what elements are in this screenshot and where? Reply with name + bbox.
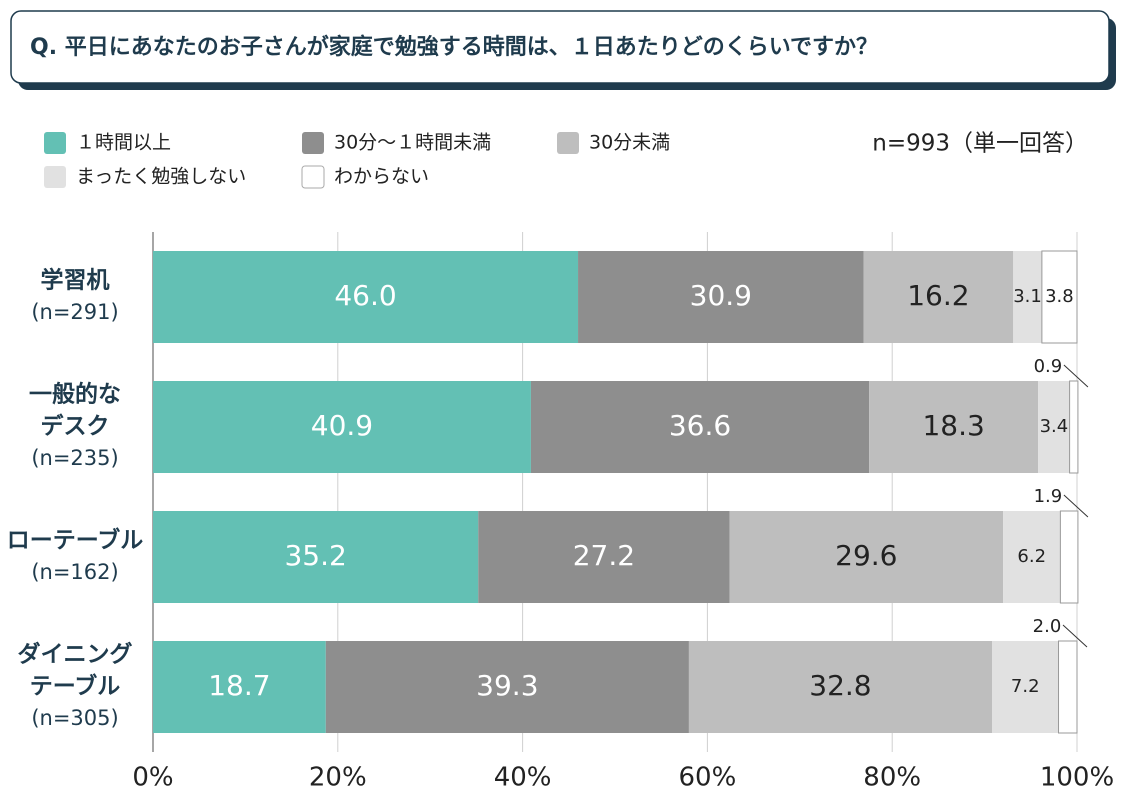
legend-swatch bbox=[557, 132, 579, 154]
x-tick-label: 100% bbox=[1040, 763, 1114, 793]
bar-segment bbox=[1038, 381, 1070, 473]
value-label: 27.2 bbox=[573, 539, 635, 572]
category-label: デスク bbox=[41, 413, 110, 440]
category-label: ローテーブル bbox=[7, 527, 144, 554]
value-label: 7.2 bbox=[1011, 676, 1040, 697]
bar-segment bbox=[688, 641, 992, 733]
bar-segment bbox=[578, 251, 864, 343]
legend-label: 30分未満 bbox=[589, 132, 670, 154]
value-label: 18.3 bbox=[922, 409, 984, 442]
value-label: 3.1 bbox=[1013, 286, 1042, 307]
category-n: (n=291) bbox=[31, 300, 118, 324]
legend-swatch bbox=[44, 166, 66, 188]
value-label: 6.2 bbox=[1017, 546, 1046, 567]
value-label: 18.7 bbox=[208, 669, 270, 702]
legend-swatch bbox=[44, 132, 66, 154]
legend-swatch bbox=[301, 165, 325, 189]
bar-segment bbox=[325, 641, 689, 733]
bar-segment bbox=[1058, 640, 1078, 734]
value-label: 36.6 bbox=[669, 409, 731, 442]
value-label: 3.8 bbox=[1045, 286, 1074, 307]
value-label: 30.9 bbox=[690, 279, 752, 312]
x-tick-label: 40% bbox=[494, 763, 552, 793]
value-label: 3.4 bbox=[1040, 416, 1069, 437]
bar-segment bbox=[530, 381, 870, 473]
value-label: 16.2 bbox=[907, 279, 969, 312]
legend-label: 30分～１時間未満 bbox=[334, 132, 491, 154]
leader-line bbox=[1062, 624, 1088, 648]
bar-segment bbox=[991, 641, 1059, 733]
value-label: 1.9 bbox=[1034, 486, 1063, 507]
value-label: 0.9 bbox=[1034, 356, 1063, 377]
bar-segment bbox=[153, 251, 579, 343]
category-label: テーブル bbox=[30, 673, 121, 700]
x-tick-label: 80% bbox=[863, 763, 921, 793]
bar-segment bbox=[1041, 250, 1078, 344]
value-label: 29.6 bbox=[835, 539, 897, 572]
value-label: 2.0 bbox=[1033, 616, 1062, 637]
category-n: (n=235) bbox=[31, 446, 118, 470]
bar-segment bbox=[729, 511, 1004, 603]
x-tick-label: 20% bbox=[309, 763, 367, 793]
x-tick-label: 0% bbox=[132, 763, 173, 793]
value-label: 32.8 bbox=[809, 669, 871, 702]
sample-note: n=993（単一回答） bbox=[872, 131, 1088, 157]
bar-segment bbox=[478, 511, 730, 603]
category-label: 学習机 bbox=[41, 267, 110, 294]
value-label: 39.3 bbox=[476, 669, 538, 702]
value-label: 35.2 bbox=[284, 539, 346, 572]
chart-title: Q. 平日にあなたのお子さんが家庭で勉強する時間は、１日あたりどのくらいですか？ bbox=[30, 34, 878, 60]
value-label: 46.0 bbox=[334, 279, 396, 312]
bar-segment bbox=[863, 251, 1014, 343]
bar-segment bbox=[153, 641, 326, 733]
leader-line bbox=[1063, 494, 1089, 518]
legend-label: まったく勉強しない bbox=[76, 166, 246, 188]
leader-line bbox=[1063, 364, 1089, 388]
legend-swatch bbox=[302, 132, 324, 154]
category-n: (n=162) bbox=[31, 560, 118, 584]
bar-segment bbox=[153, 381, 531, 473]
value-label: 40.9 bbox=[311, 409, 373, 442]
legend-label: １時間以上 bbox=[76, 132, 171, 154]
category-label: 一般的な bbox=[29, 381, 121, 408]
title-box bbox=[10, 10, 1110, 84]
x-tick-label: 60% bbox=[679, 763, 737, 793]
legend-label: わからない bbox=[334, 166, 429, 188]
bar-segment bbox=[869, 381, 1039, 473]
category-n: (n=305) bbox=[31, 706, 118, 730]
bar-segment bbox=[153, 511, 479, 603]
bar-segment bbox=[1003, 511, 1061, 603]
bar-segment bbox=[1059, 510, 1079, 604]
bar-segment bbox=[1013, 251, 1042, 343]
category-label: ダイニング bbox=[18, 641, 133, 668]
bar-segment bbox=[1069, 380, 1079, 474]
